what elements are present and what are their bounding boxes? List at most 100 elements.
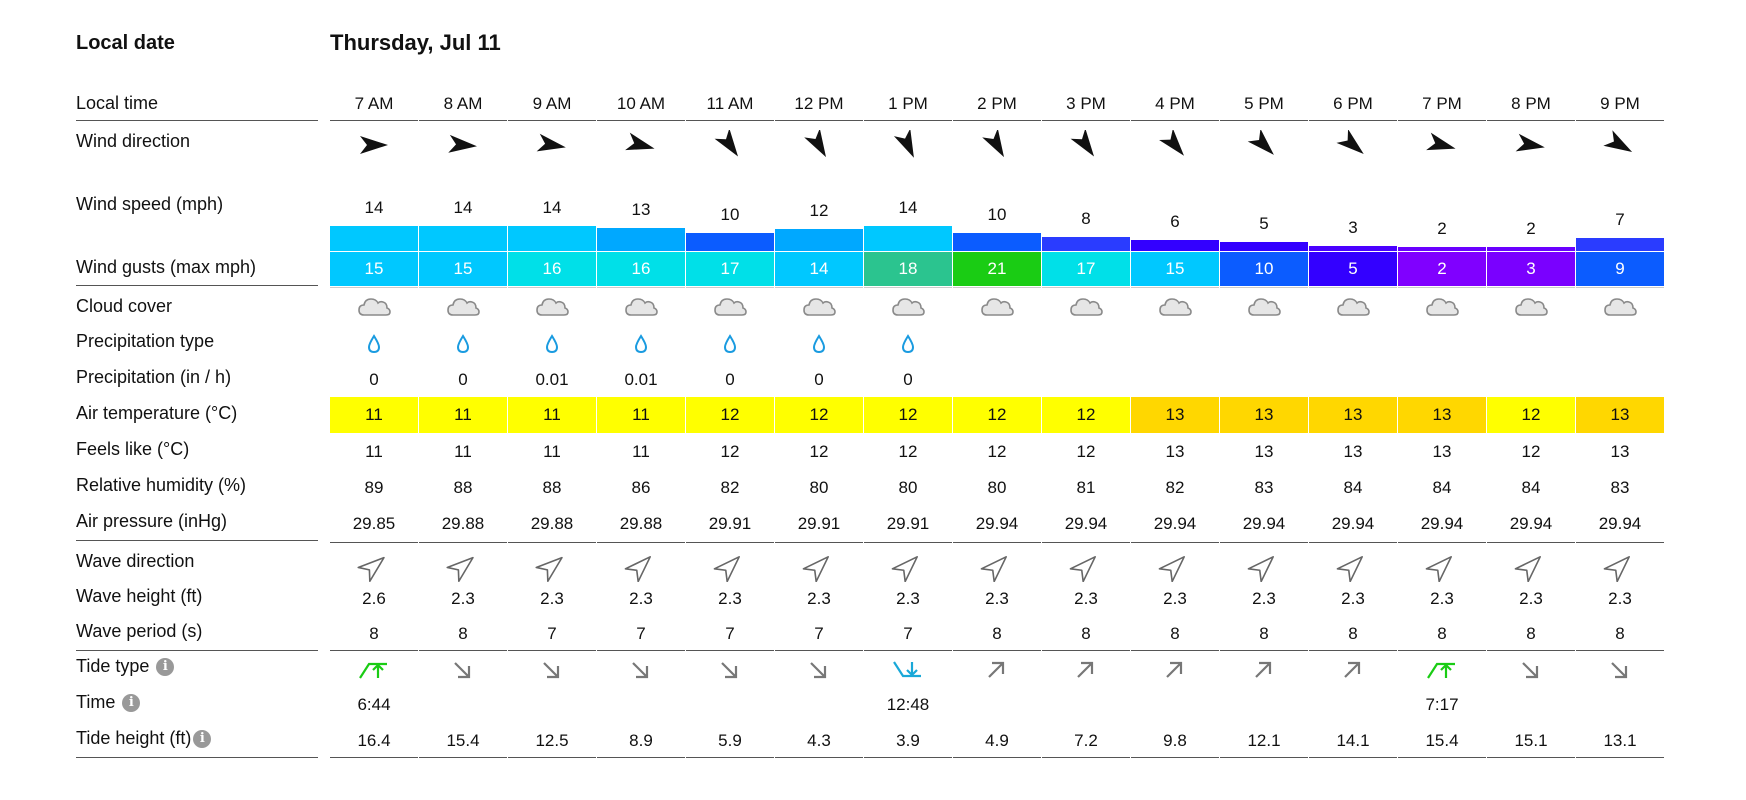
cloud-icon — [864, 293, 952, 324]
tide-height-value: 14.1 — [1336, 731, 1370, 750]
cloud-icon — [508, 293, 596, 324]
pressure-value: 29.94 — [975, 514, 1019, 533]
humidity-value: 89 — [364, 478, 384, 497]
wave-direction-arrow-icon — [1220, 550, 1308, 587]
wave-height-value: 2.3 — [1252, 589, 1276, 608]
time-header: 7 PM — [1422, 94, 1462, 113]
tide-height-value: 7.2 — [1074, 731, 1098, 750]
time-header: 3 PM — [1066, 94, 1106, 113]
wind-speed-bar — [1131, 240, 1219, 251]
tide-high-icon — [1398, 656, 1486, 689]
tide-time-value: 7:17 — [1425, 695, 1459, 714]
wind-gust-value: 17 — [686, 252, 774, 286]
wave-period-value: 8 — [369, 624, 379, 643]
grid-divider-gusts — [419, 287, 507, 288]
wind-gust-value: 15 — [330, 252, 418, 286]
wind-direction-arrow-icon — [1131, 130, 1219, 165]
wave-direction-arrow-icon — [1398, 550, 1486, 587]
cloud-icon — [686, 293, 774, 324]
feels-like-value: 13 — [1610, 442, 1630, 461]
wind-gust-value: 18 — [864, 252, 952, 286]
air-temp-value: 12 — [953, 397, 1041, 433]
grid-divider-pressure — [1220, 542, 1308, 543]
grid-divider-gusts — [508, 287, 596, 288]
feels-like-value: 12 — [898, 442, 918, 461]
label-divider-tide — [76, 757, 318, 758]
grid-divider-waves — [1220, 650, 1308, 651]
wind-direction-arrow-icon — [775, 130, 863, 165]
grid-divider-pressure — [597, 542, 685, 543]
tide-rising-icon — [1131, 656, 1219, 689]
grid-divider-gusts — [686, 287, 774, 288]
wind-speed-bar — [597, 228, 685, 251]
wind-speed-bar — [1398, 247, 1486, 251]
pressure-value: 29.94 — [1420, 514, 1464, 533]
feels-like-value: 12 — [809, 442, 829, 461]
tide-height-label: Tide height (ft) i — [76, 728, 318, 749]
grid-divider-pressure — [1131, 542, 1219, 543]
humidity-value: 83 — [1610, 478, 1630, 497]
grid-divider-tide — [864, 757, 952, 758]
tide-type-info-icon[interactable]: i — [156, 658, 175, 677]
grid-divider-gusts — [1131, 287, 1219, 288]
wind-speed-bar — [1576, 238, 1664, 251]
feels-like-value: 11 — [632, 442, 650, 461]
tide-height-value: 5.9 — [718, 731, 742, 750]
precip-value: 0 — [369, 370, 379, 389]
grid-divider-gusts — [1309, 287, 1397, 288]
cloud-cover-label: Cloud cover — [76, 296, 173, 316]
air-temp-value: 13 — [1220, 397, 1308, 433]
tide-rising-icon — [953, 656, 1041, 689]
grid-divider-time — [1309, 120, 1397, 121]
grid-divider-waves — [419, 650, 507, 651]
wind-speed-value: 12 — [809, 201, 829, 220]
grid-divider-pressure — [1576, 542, 1664, 543]
tide-time-info-icon[interactable]: i — [122, 694, 141, 713]
pressure-value: 29.88 — [441, 514, 485, 533]
grid-divider-gusts — [953, 287, 1041, 288]
grid-divider-pressure — [1042, 542, 1130, 543]
grid-divider-pressure — [1398, 542, 1486, 543]
raindrop-icon — [686, 334, 774, 359]
wave-height-label: Wave height (ft) — [76, 586, 203, 606]
precip-value: 0.01 — [535, 370, 569, 389]
air-temp-value: 11 — [419, 397, 507, 433]
grid-divider-time — [1487, 120, 1575, 121]
feels-like-value: 13 — [1343, 442, 1363, 461]
tide-height-info-icon[interactable]: i — [193, 730, 212, 749]
air-temp-value: 11 — [508, 397, 596, 433]
time-header: 7 AM — [354, 94, 394, 113]
grid-divider-tide — [508, 757, 596, 758]
grid-divider-waves — [953, 650, 1041, 651]
wind-gust-value: 16 — [597, 252, 685, 286]
local-time-label: Local time — [76, 93, 159, 113]
wind-speed-value: 14 — [542, 198, 562, 217]
wind-speed-value: 10 — [987, 205, 1007, 224]
label-divider-gusts — [76, 285, 318, 286]
wave-period-value: 8 — [1615, 624, 1625, 643]
tide-type-text: Tide type — [76, 656, 150, 676]
grid-divider-waves — [686, 650, 774, 651]
feels-like-value: 13 — [1254, 442, 1274, 461]
raindrop-icon — [330, 334, 418, 359]
wave-direction-arrow-icon — [330, 550, 418, 587]
wind-speed-value: 6 — [1170, 212, 1180, 231]
grid-divider-waves — [508, 650, 596, 651]
humidity-value: 82 — [720, 478, 740, 497]
grid-divider-gusts — [597, 287, 685, 288]
tide-height-value: 8.9 — [629, 731, 653, 750]
wind-speed-bar — [1487, 247, 1575, 251]
precip-type-label: Precipitation type — [76, 331, 215, 351]
cloud-icon — [1487, 293, 1575, 324]
raindrop-icon — [597, 334, 685, 359]
grid-divider-waves — [864, 650, 952, 651]
precip-label: Precipitation (in / h) — [76, 367, 232, 387]
grid-divider-gusts — [330, 287, 418, 288]
wave-height-value: 2.3 — [1163, 589, 1187, 608]
tide-height-value: 12.1 — [1247, 731, 1281, 750]
grid-divider-tide — [1576, 757, 1664, 758]
time-header: 11 AM — [706, 94, 754, 113]
grid-divider-waves — [330, 650, 418, 651]
grid-divider-pressure — [953, 542, 1041, 543]
pressure-value: 29.91 — [797, 514, 841, 533]
